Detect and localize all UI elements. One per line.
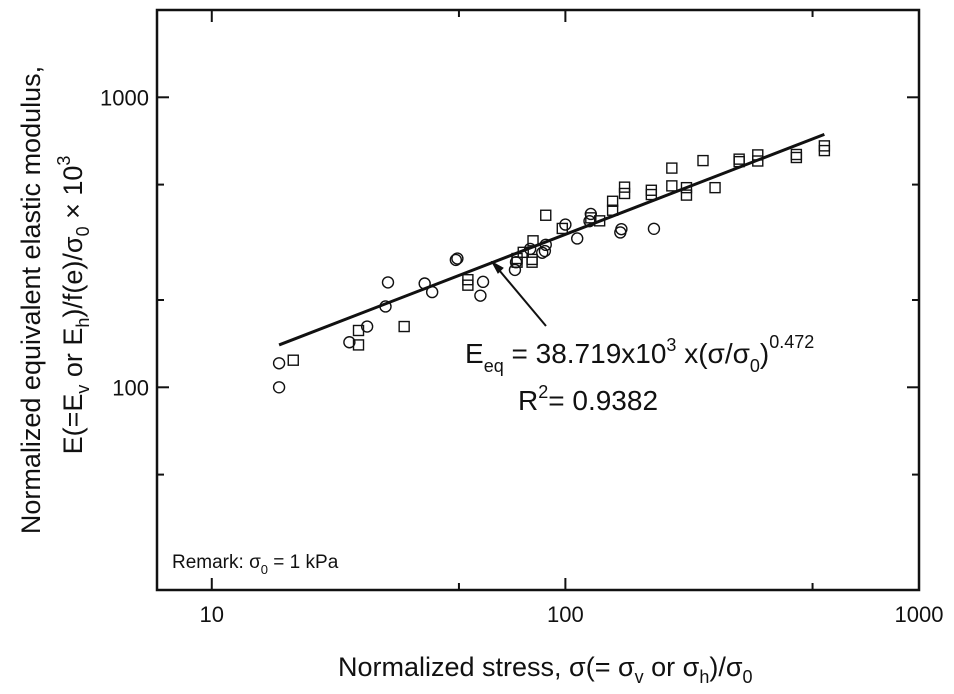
square-point: [790, 151, 803, 164]
circle-point: [538, 244, 552, 258]
square-point: [790, 148, 803, 161]
square-point: [352, 324, 365, 337]
square-point: [526, 253, 538, 266]
circle-point: [615, 222, 628, 236]
square-point: [540, 209, 552, 221]
square-point: [666, 162, 678, 174]
annotation-arrow: [490, 260, 547, 327]
square-point: [645, 184, 658, 196]
square-point: [606, 204, 619, 216]
fit-equation: Eeq = 38.719x103 x(σ/σ0)0.472: [465, 332, 814, 376]
circle-point: [536, 246, 549, 259]
x-tick-label: 1000: [895, 602, 944, 627]
circle-point: [381, 276, 395, 289]
y-axis-title-line2: E(=Ev or Eh)/f(e)/σ0 × 103: [54, 156, 93, 455]
square-point: [709, 181, 721, 194]
square-point: [733, 153, 745, 165]
data-points: [272, 140, 831, 394]
y-tick-label: 100: [112, 375, 149, 400]
square-point: [593, 215, 606, 227]
circle-point: [539, 238, 552, 252]
square-point: [666, 180, 678, 192]
square-point: [606, 195, 619, 207]
circle-point: [379, 300, 392, 313]
x-tick-labels: 10 100 1000: [200, 602, 944, 627]
remark-text: Remark: σ0 = 1 kPa: [172, 552, 339, 577]
square-point: [680, 181, 693, 194]
axis-ticks: [157, 9, 920, 591]
circle-point: [272, 357, 286, 370]
x-tick-label: 10: [200, 602, 224, 627]
square-point: [645, 188, 658, 201]
square-point: [398, 320, 410, 333]
square-point: [618, 181, 631, 193]
square-point: [618, 187, 631, 200]
circle-point: [425, 285, 439, 299]
circle-point: [343, 336, 356, 349]
circle-point: [571, 232, 584, 245]
square-point: [526, 256, 538, 268]
square-point: [462, 273, 474, 286]
circle-point: [508, 263, 522, 277]
square-point: [818, 140, 831, 152]
y-tick-labels: 100 1000: [100, 85, 149, 400]
y-axis-title-line1: Normalized equivalent elastic modulus,: [16, 66, 46, 534]
r-squared: R2= 0.9382: [518, 382, 658, 416]
circle-point: [360, 320, 374, 333]
circle-point: [449, 253, 463, 267]
square-point: [752, 155, 764, 167]
square-point: [752, 149, 764, 161]
circle-point: [559, 218, 572, 231]
circle-point: [272, 381, 286, 394]
x-axis-title: Normalized stress, σ(= σv or σh)/σ0: [338, 652, 753, 687]
square-point: [511, 252, 523, 265]
fit-line: [278, 132, 825, 347]
square-point: [527, 235, 539, 247]
square-point: [517, 246, 529, 259]
fit-line-layer: [278, 132, 825, 347]
x-tick-label: 100: [547, 602, 584, 627]
circle-point: [451, 252, 464, 265]
square-point: [352, 339, 365, 351]
square-point: [585, 212, 597, 224]
circle-point: [476, 275, 490, 289]
square-point: [697, 154, 709, 167]
square-point: [680, 189, 693, 201]
circle-point: [418, 277, 431, 290]
square-point: [287, 354, 299, 366]
y-tick-label: 1000: [100, 85, 149, 110]
circle-point: [474, 289, 487, 302]
square-point: [556, 222, 568, 235]
circle-point: [647, 222, 661, 236]
plot-frame: [155, 8, 921, 592]
